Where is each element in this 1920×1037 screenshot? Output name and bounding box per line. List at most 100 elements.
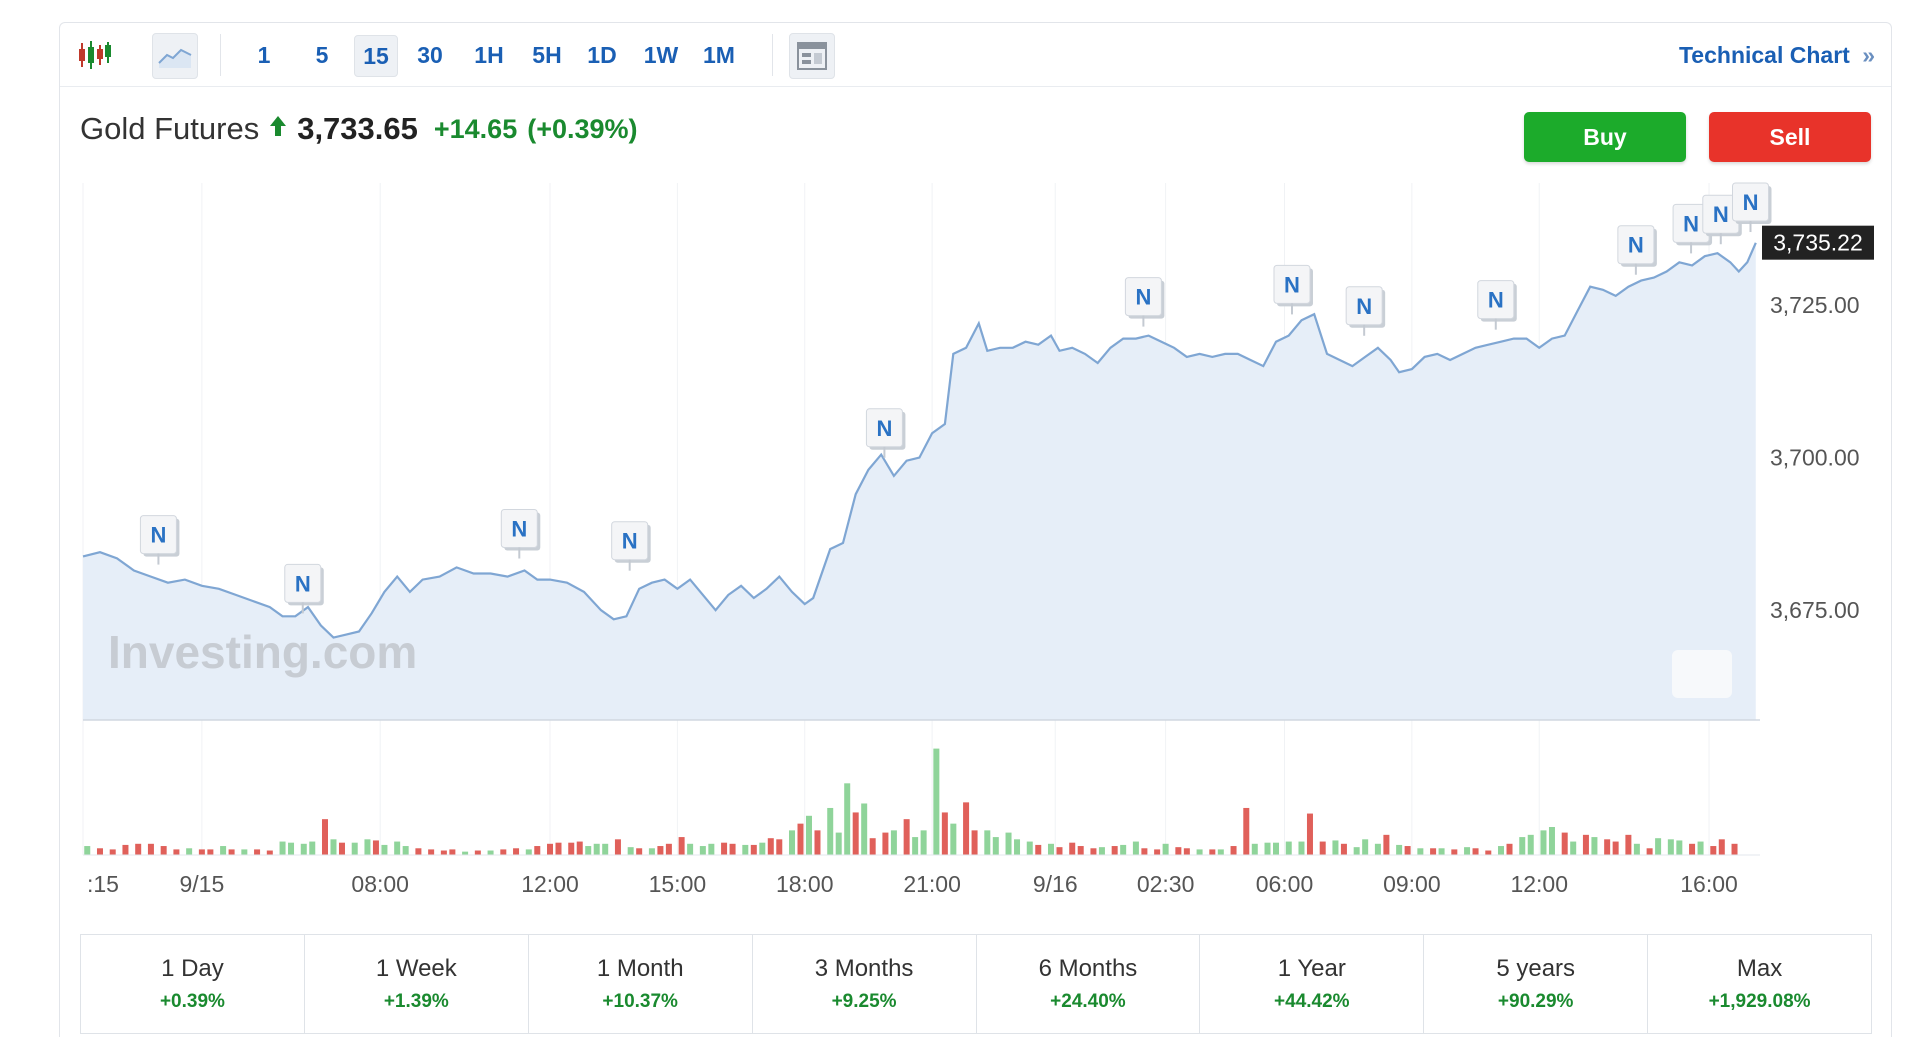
volume-bar <box>186 848 193 855</box>
time-tick-label: 09:00 <box>1383 871 1441 897</box>
volume-bar <box>1667 839 1674 855</box>
buy-button[interactable]: Buy <box>1524 112 1686 162</box>
news-marker[interactable]: N <box>1617 225 1657 275</box>
volume-bar <box>776 839 783 855</box>
volume-bar <box>1718 839 1725 855</box>
interval-1d[interactable]: 1D <box>587 42 617 68</box>
news-marker-label: N <box>1284 272 1300 297</box>
interval-5h[interactable]: 5H <box>532 42 562 68</box>
period-label: 6 Months <box>1038 955 1138 982</box>
volume-bar <box>827 807 834 855</box>
news-marker[interactable]: N <box>500 508 541 559</box>
period-label: 5 years <box>1496 955 1576 982</box>
volume-bar <box>415 848 422 855</box>
volume-bar <box>1451 849 1458 855</box>
volume-bar <box>1175 847 1182 855</box>
volume-bar <box>1056 847 1063 855</box>
interval-15[interactable]: 15 <box>354 35 398 77</box>
instrument-name: Gold Futures <box>80 111 260 146</box>
period-2[interactable]: 1 Month +10.37% <box>529 935 753 1033</box>
volume-bar <box>428 849 435 855</box>
news-marker[interactable]: N <box>284 563 324 614</box>
volume-bar <box>963 802 970 855</box>
news-marker[interactable]: N <box>139 515 180 565</box>
volume-bar <box>1183 848 1190 855</box>
volume-bar <box>1243 807 1250 855</box>
volume-bar <box>1362 839 1369 855</box>
candlestick-chart-icon[interactable] <box>72 33 116 77</box>
volume-bar <box>534 846 541 855</box>
technical-chart-link[interactable]: Technical Chart » <box>1679 35 1875 75</box>
last-price-tag-label: 3,735.22 <box>1773 230 1863 256</box>
time-tick-label: :15 <box>87 871 119 897</box>
news-marker[interactable]: N <box>1477 280 1517 330</box>
volume-bar <box>288 842 295 855</box>
volume-bar <box>665 843 672 855</box>
volume-bar <box>920 830 927 855</box>
volume-bar <box>1383 834 1390 855</box>
volume-bar <box>729 843 736 855</box>
area-chart-icon[interactable] <box>152 33 198 79</box>
news-marker[interactable]: N <box>865 408 906 458</box>
volume-bar <box>636 848 643 855</box>
up-arrow-icon <box>269 115 287 144</box>
interval-1m[interactable]: 1M <box>703 42 735 68</box>
volume-bar <box>1069 842 1076 855</box>
volume-bar <box>1438 848 1445 855</box>
volume-bar <box>1655 838 1662 855</box>
interval-1h[interactable]: 1H <box>474 42 504 68</box>
volume-bar <box>1035 844 1042 855</box>
interval-1w[interactable]: 1W <box>643 42 679 68</box>
period-5[interactable]: 1 Year +44.42% <box>1200 935 1425 1033</box>
chevron-right-icon: » <box>1862 42 1875 68</box>
last-price-tag: 3,735.22 <box>1762 225 1874 260</box>
volume-bar <box>1298 841 1305 855</box>
volume-bar <box>122 844 129 855</box>
interval-1[interactable]: 1 <box>257 42 271 68</box>
volume-bar <box>699 846 706 855</box>
news-marker[interactable]: N <box>1124 277 1165 327</box>
volume-bar <box>500 849 507 855</box>
volume-bar <box>1026 841 1033 855</box>
volume-bar <box>971 830 978 855</box>
interval-5[interactable]: 5 <box>315 42 329 68</box>
volume-bar <box>547 843 554 855</box>
price-tick-label: 3,725.00 <box>1770 292 1860 318</box>
period-change: +0.39% <box>159 991 225 1012</box>
period-4[interactable]: 6 Months +24.40% <box>977 935 1201 1033</box>
period-0[interactable]: 1 Day +0.39% <box>81 935 305 1033</box>
period-1[interactable]: 1 Week +1.39% <box>305 935 529 1033</box>
news-marker[interactable]: N <box>1345 286 1386 336</box>
period-3[interactable]: 3 Months +9.25% <box>753 935 977 1033</box>
volume-bar <box>330 839 337 855</box>
scroll-handle[interactable] <box>1672 650 1732 698</box>
volume-bar <box>474 850 481 855</box>
period-6[interactable]: 5 years +90.29% <box>1424 935 1649 1033</box>
volume-bar <box>585 846 592 855</box>
volume-bar <box>852 812 859 855</box>
period-7[interactable]: Max +1,929.08% <box>1648 935 1871 1033</box>
volume-bar <box>614 839 621 855</box>
volume-bar <box>1141 848 1148 855</box>
volume-bar <box>364 839 371 855</box>
period-label: 1 Day <box>161 955 224 982</box>
news-marker-label: N <box>150 523 166 548</box>
sell-button[interactable]: Sell <box>1709 112 1871 162</box>
chart-layout-icon[interactable] <box>789 33 835 79</box>
volume-bar <box>1612 841 1619 855</box>
volume-bar <box>1527 834 1534 855</box>
volume-bar <box>555 842 562 855</box>
toolbar-divider <box>772 34 773 76</box>
volume-bar <box>394 841 401 855</box>
interval-30[interactable]: 30 <box>417 42 443 68</box>
volume-bar <box>266 850 273 855</box>
news-marker[interactable]: N <box>1732 182 1772 233</box>
news-marker[interactable]: N <box>1702 194 1742 245</box>
news-marker[interactable]: N <box>1273 264 1313 315</box>
volume-bar <box>1120 844 1127 855</box>
news-marker[interactable]: N <box>611 521 651 571</box>
volume-bar <box>742 844 749 855</box>
volume-bar <box>835 832 842 855</box>
volume-bar <box>950 823 957 855</box>
volume-bar <box>487 850 494 855</box>
